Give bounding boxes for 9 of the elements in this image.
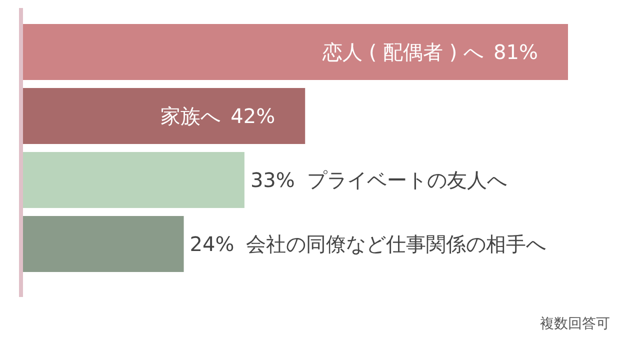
y-tick-label: 会社の同僚など仕事関係の相手へ bbox=[246, 232, 546, 256]
y-tick-label: 恋人 ( 配偶者 ) へ bbox=[322, 40, 484, 64]
value-label: 42% bbox=[230, 104, 276, 128]
value-label: 81% bbox=[494, 40, 538, 64]
y-tick-label: プライベートの友人へ bbox=[306, 168, 507, 192]
y-tick-label: 家族へ bbox=[160, 104, 221, 128]
value-label: 24% bbox=[190, 232, 234, 256]
text: 複数回答可 bbox=[540, 316, 610, 332]
value-label: 33% bbox=[250, 168, 295, 192]
